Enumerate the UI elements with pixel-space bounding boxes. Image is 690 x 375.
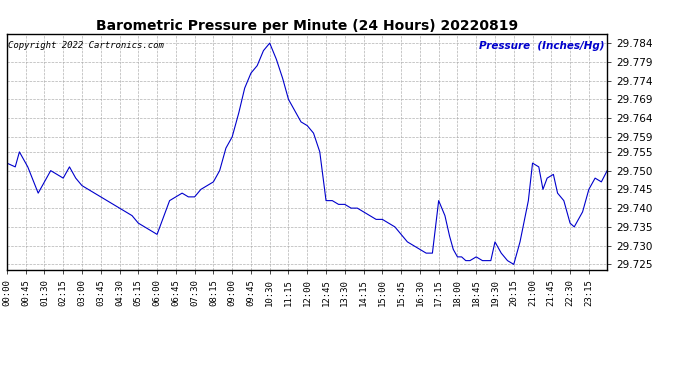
Text: Copyright 2022 Cartronics.com: Copyright 2022 Cartronics.com bbox=[8, 41, 164, 50]
Text: Pressure  (Inches/Hg): Pressure (Inches/Hg) bbox=[479, 41, 604, 51]
Title: Barometric Pressure per Minute (24 Hours) 20220819: Barometric Pressure per Minute (24 Hours… bbox=[96, 19, 518, 33]
